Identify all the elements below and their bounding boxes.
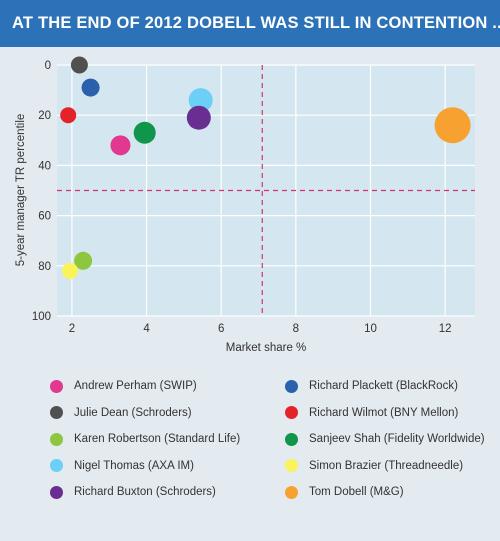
legend-swatch [285, 485, 298, 499]
legend-swatch [50, 379, 63, 393]
data-point [60, 107, 77, 124]
x-tick-label: 10 [364, 323, 377, 335]
legend-label: Tom Dobell (M&G) [309, 486, 404, 498]
data-point [133, 121, 156, 144]
legend-swatch [285, 459, 298, 472]
legend-label: Nigel Thomas (AXA IM) [74, 459, 194, 472]
x-tick-label: 6 [218, 323, 224, 335]
legend-item: Andrew Perham (SWIP) [50, 378, 197, 394]
data-point [110, 135, 131, 156]
legend-label: Sanjeev Shah (Fidelity Worldwide) [309, 433, 485, 445]
legend-label: Julie Dean (Schroders) [74, 406, 192, 419]
legend-swatch [285, 406, 298, 419]
legend-swatch [50, 485, 63, 499]
legend-swatch [285, 379, 298, 393]
legend-item: Karen Robertson (Standard Life) [50, 431, 240, 447]
data-points [60, 56, 471, 279]
y-tick-label: 60 [38, 211, 51, 223]
y-tick-label: 80 [38, 261, 51, 273]
x-axis-label: Market share % [226, 342, 307, 354]
chart-title: AT THE END OF 2012 DOBELL WAS STILL IN C… [0, 0, 500, 47]
x-tick-labels: 2 4 6 8 10 12 [69, 323, 452, 335]
legend-item: Richard Plackett (BlackRock) [285, 378, 458, 394]
data-point [188, 88, 213, 113]
x-tick-label: 12 [439, 323, 452, 335]
y-tick-label: 20 [38, 110, 51, 122]
data-point [186, 105, 211, 130]
legend-label: Karen Robertson (Standard Life) [74, 433, 241, 445]
legend-label: Richard Wilmot (BNY Mellon) [309, 406, 459, 419]
legend-label: Richard Plackett (BlackRock) [309, 380, 458, 392]
y-tick-label: 0 [45, 60, 51, 72]
y-axis-label: 5-year manager TR percentile [15, 114, 27, 267]
legend-item: Richard Buxton (Schroders) [50, 484, 216, 500]
data-point [74, 251, 93, 270]
data-point [434, 107, 471, 144]
legend-swatch [50, 432, 63, 446]
data-point [70, 56, 88, 74]
y-tick-labels: 0 20 40 60 80 100 [32, 60, 51, 323]
scatter-chart: 2 4 6 8 10 12 0 20 40 60 80 100 Market share % 5-y… [15, 56, 475, 354]
y-tick-label: 40 [38, 160, 51, 172]
legend-item: Richard Wilmot (BNY Mellon) [285, 405, 458, 421]
legend-label: Simon Brazier (Threadneedle) [309, 459, 464, 472]
legend-item: Julie Dean (Schroders) [50, 405, 192, 421]
data-point [62, 262, 79, 279]
legend-label: Richard Buxton (Schroders) [74, 486, 216, 498]
legend-swatch [50, 459, 63, 472]
legend-item: Tom Dobell (M&G) [285, 484, 404, 500]
data-point [81, 78, 100, 97]
legend: Andrew Perham (SWIP) Richard Plackett (Bl… [0, 370, 500, 541]
legend-item: Simon Brazier (Threadneedle) [285, 458, 463, 474]
legend-label: Andrew Perham (SWIP) [74, 380, 197, 392]
x-tick-label: 2 [69, 323, 75, 335]
legend-item: Nigel Thomas (AXA IM) [50, 458, 194, 474]
x-tick-label: 4 [143, 323, 150, 335]
reference-lines [57, 65, 475, 316]
legend-swatch [285, 432, 298, 446]
y-tick-label: 100 [32, 311, 51, 323]
x-tick-label: 8 [293, 323, 299, 335]
legend-swatch [50, 406, 63, 419]
legend-item: Sanjeev Shah (Fidelity Worldwide) [285, 431, 485, 447]
